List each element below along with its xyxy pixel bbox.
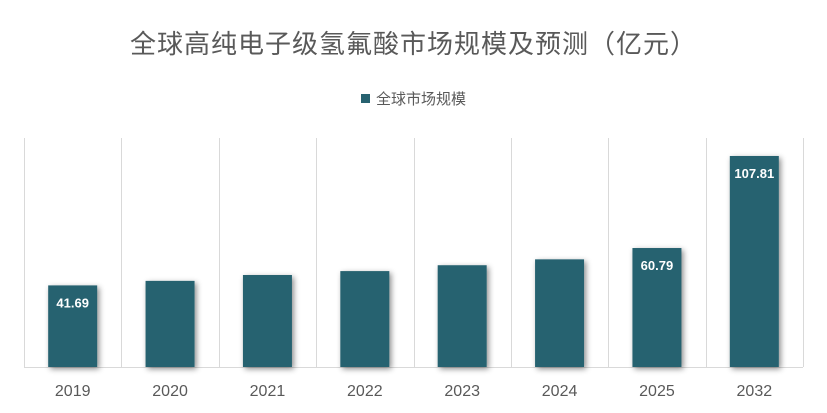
x-tick-label-2024: 2024 (542, 383, 578, 400)
bar-2023 (437, 265, 487, 367)
bar-2020 (145, 280, 195, 367)
bar-2021 (242, 275, 292, 367)
legend-label: 全球市场规模 (375, 90, 466, 108)
x-tick-label-2020: 2020 (152, 383, 188, 400)
x-tick-label-2023: 2023 (444, 383, 480, 400)
x-tick-label-2022: 2022 (347, 383, 383, 400)
x-tick-label-2021: 2021 (250, 383, 286, 400)
legend: 全球市场规模 (0, 88, 827, 109)
bar-2019 (48, 285, 98, 367)
data-label-2025: 60.79 (641, 258, 674, 273)
bar-2032 (729, 155, 779, 367)
bar-2025 (632, 248, 682, 367)
legend-swatch (360, 94, 370, 103)
bar-2022 (340, 271, 390, 367)
x-tick-label-2032: 2032 (737, 383, 773, 400)
x-tick-label-2025: 2025 (639, 383, 675, 400)
bar-2024 (535, 259, 585, 367)
data-label-2032: 107.81 (734, 166, 774, 181)
chart-title: 全球高纯电子级氢氟酸市场规模及预测（亿元） (129, 30, 697, 60)
data-label-2019: 41.69 (56, 295, 89, 310)
x-tick-label-2019: 2019 (55, 383, 91, 400)
